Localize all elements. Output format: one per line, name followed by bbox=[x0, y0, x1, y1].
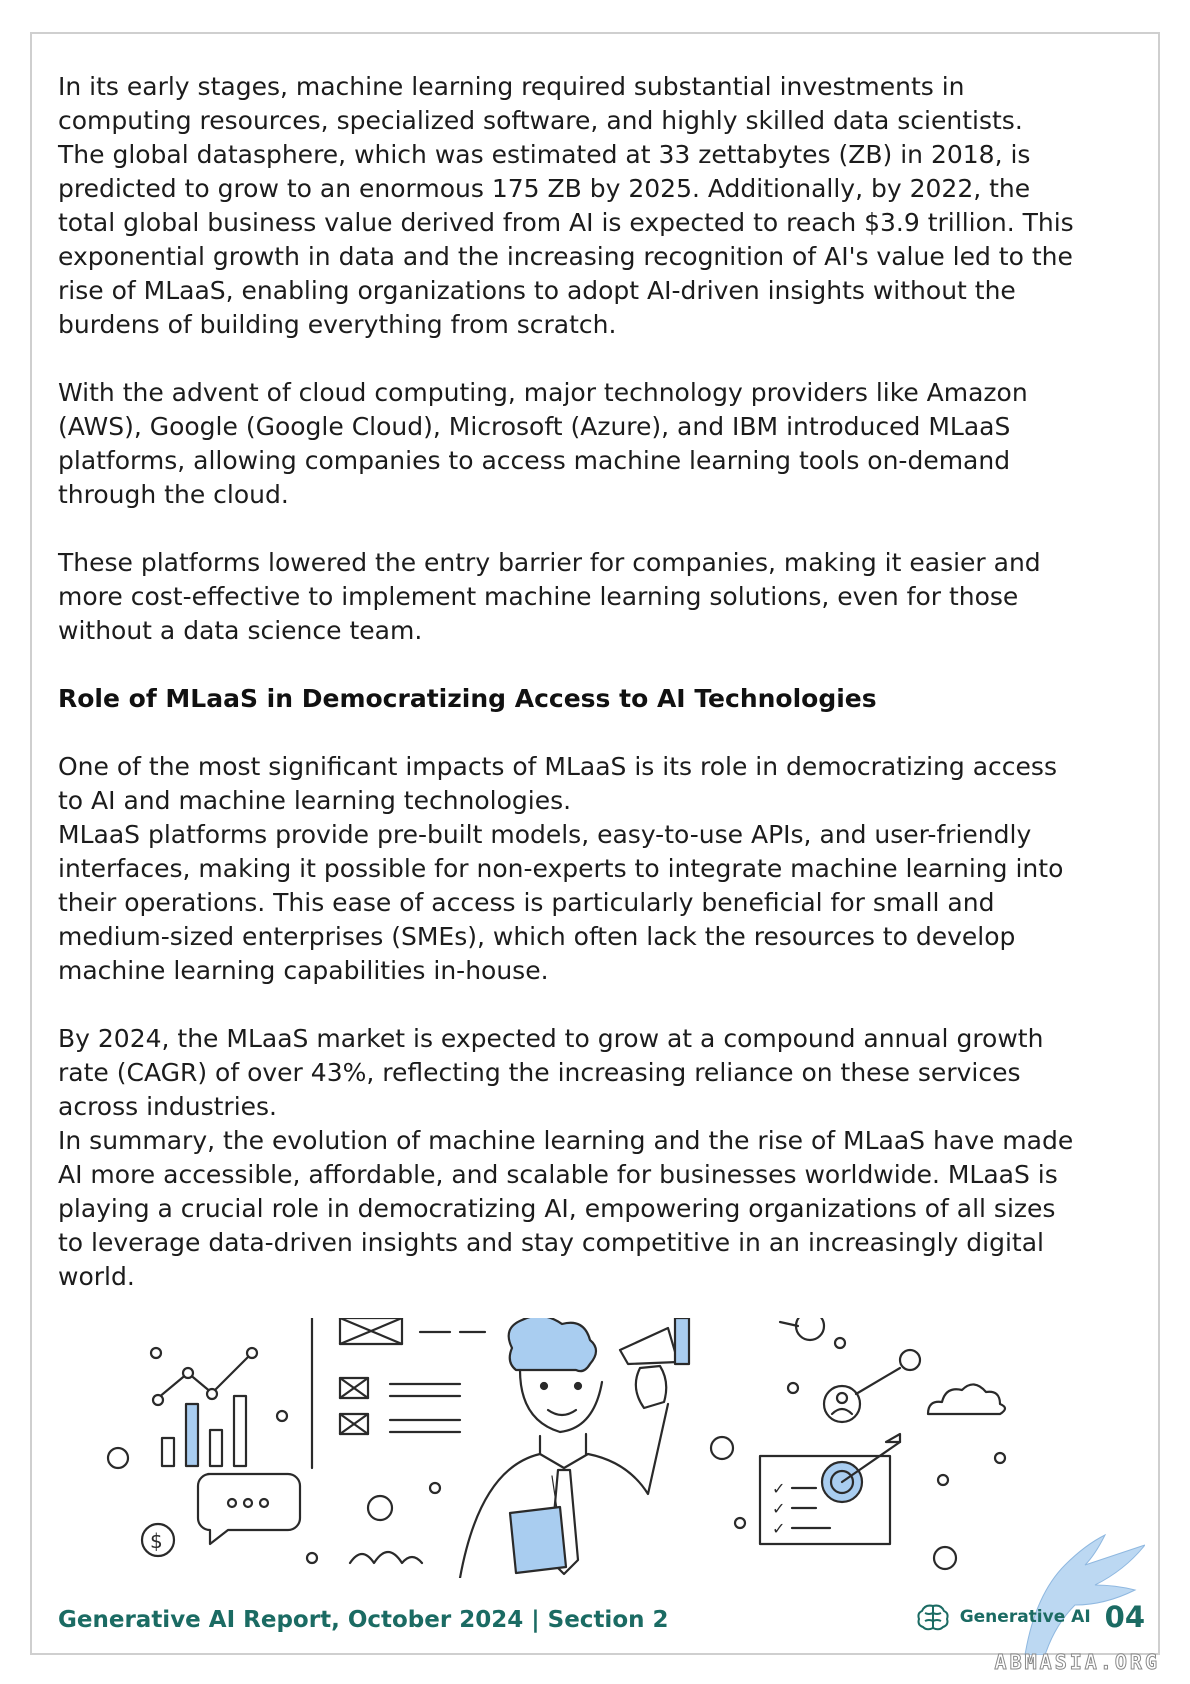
paragraph-early-stages: In its early stages, machine learning re… bbox=[58, 72, 1074, 339]
watermark-text: ABMASIA.ORG bbox=[994, 1650, 1160, 1675]
footer-report-label: Generative AI Report, October 2024 | Secti… bbox=[58, 1607, 669, 1633]
watermark-bird-icon bbox=[1024, 1533, 1145, 1655]
footer-section: Section 2 bbox=[547, 1607, 669, 1633]
brain-icon bbox=[917, 1604, 949, 1631]
section-heading: Role of MLaaS in Democratizing Access to… bbox=[58, 684, 877, 713]
check-mark-1: ✓ bbox=[772, 1479, 785, 1498]
paragraph-democratizing: One of the most significant impacts of M… bbox=[58, 752, 1064, 985]
check-mark-3: ✓ bbox=[772, 1519, 785, 1538]
paragraph-summary: By 2024, the MLaaS market is expected to… bbox=[58, 1024, 1074, 1291]
main-content: In its early stages, machine learning re… bbox=[58, 70, 1138, 1328]
paragraph-entry-barrier: These platforms lowered the entry barrie… bbox=[58, 548, 1041, 645]
brand-name: Generative AI bbox=[959, 1607, 1091, 1627]
business-illustration: $ ✓ ✓ ✓ bbox=[106, 1318, 1007, 1578]
check-mark-2: ✓ bbox=[772, 1499, 785, 1518]
dollar-symbol: $ bbox=[150, 1529, 163, 1553]
footer-brand: Generative AI 04 bbox=[916, 1600, 1145, 1634]
page-number: 04 bbox=[1104, 1600, 1145, 1634]
footer-separator: | bbox=[531, 1607, 540, 1633]
paragraph-cloud-computing: With the advent of cloud computing, majo… bbox=[58, 378, 1028, 509]
page-frame bbox=[30, 32, 1160, 1655]
footer-report-title: Generative AI Report, October 2024 bbox=[58, 1607, 524, 1633]
